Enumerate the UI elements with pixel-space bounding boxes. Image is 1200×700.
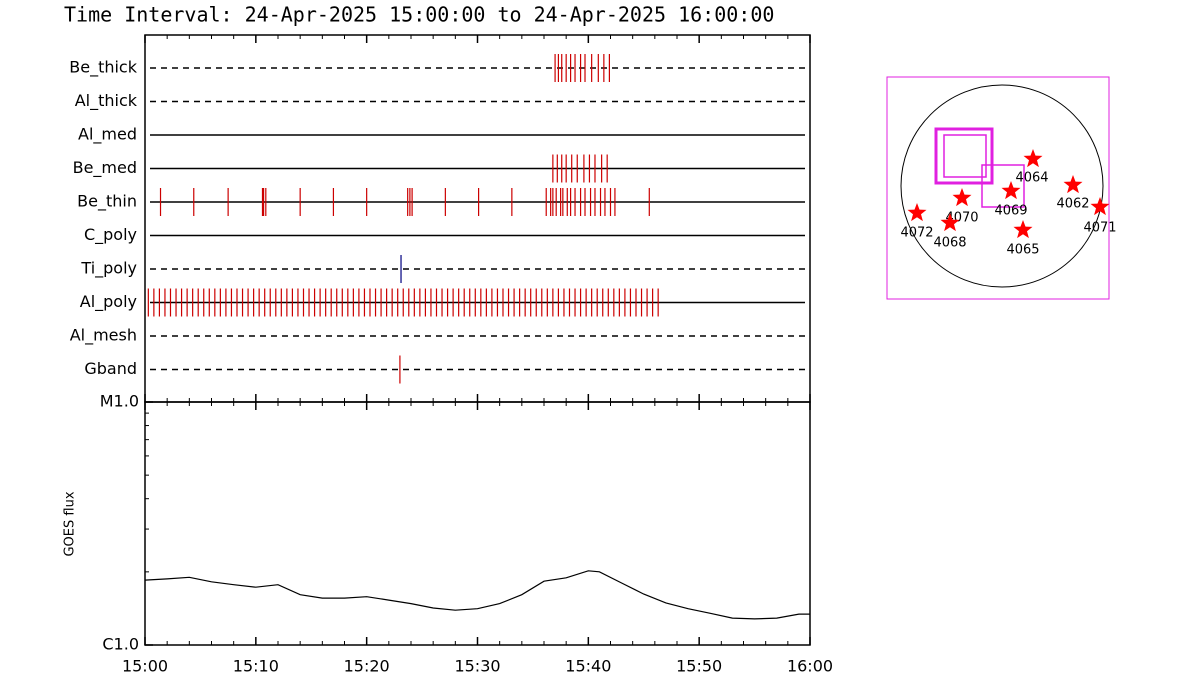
y-tick-label: M1.0	[100, 392, 139, 411]
region-star	[907, 203, 927, 222]
sun-map	[886, 76, 1110, 300]
x-tick-label: 15:40	[565, 657, 611, 676]
row-label: C_poly	[84, 225, 137, 245]
row-label: Be_thin	[77, 192, 137, 212]
row-label: Al_poly	[80, 292, 137, 312]
x-tick-label: 15:20	[344, 657, 390, 676]
region-star	[952, 188, 972, 207]
region-star	[1063, 175, 1083, 194]
x-tick-label: 15:00	[122, 657, 168, 676]
x-tick-label: 15:30	[454, 657, 500, 676]
row-label: Gband	[84, 359, 137, 378]
row-label: Al_mesh	[70, 326, 137, 346]
row-label: Ti_poly	[80, 259, 137, 279]
region-label: 4068	[933, 236, 966, 251]
goes-curve	[144, 570, 810, 620]
region-label: 4064	[1015, 171, 1048, 186]
region-label: 4069	[994, 204, 1027, 219]
region-label: 4065	[1006, 243, 1039, 258]
region-label: 4071	[1083, 221, 1116, 236]
row-label: Be_thick	[69, 58, 137, 78]
row-label: Be_med	[73, 158, 137, 178]
map-frame	[886, 76, 1110, 300]
y-axis-label: GOES flux	[63, 491, 78, 556]
timeline-frame	[144, 34, 811, 403]
fov-box	[934, 127, 994, 185]
row-label: Al_thick	[75, 91, 138, 111]
region-star	[1090, 197, 1110, 216]
x-tick-label: 15:10	[233, 657, 279, 676]
x-tick-label: 15:50	[676, 657, 722, 676]
solar-disk	[900, 84, 1104, 288]
x-tick-label: 16:00	[787, 657, 833, 676]
row-label: Al_med	[78, 125, 137, 145]
region-label: 4062	[1056, 197, 1089, 212]
region-star	[1013, 220, 1033, 239]
region-star	[940, 213, 960, 232]
y-tick-label: C1.0	[102, 635, 139, 654]
fov-box	[943, 134, 987, 178]
region-star	[1023, 149, 1043, 168]
region-star	[1001, 181, 1021, 200]
chart-title: Time Interval: 24-Apr-2025 15:00:00 to 2…	[64, 3, 774, 27]
fov-box	[981, 164, 1025, 208]
region-label: 4072	[900, 226, 933, 241]
